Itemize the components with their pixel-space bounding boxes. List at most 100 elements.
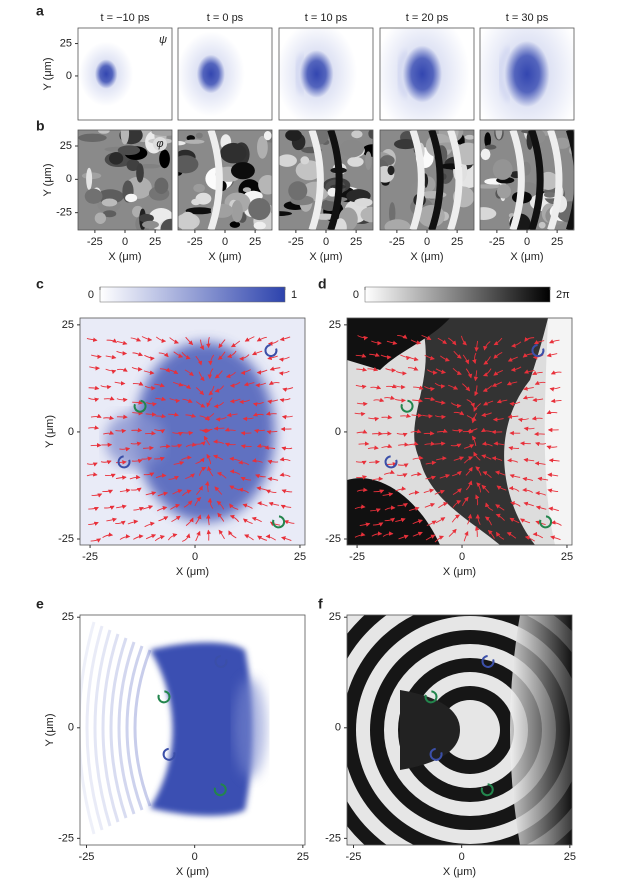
streamline xyxy=(522,395,534,400)
phase-patch xyxy=(368,130,373,139)
streamline xyxy=(460,335,467,346)
streamline xyxy=(194,497,202,507)
streamline xyxy=(103,430,115,435)
phase-patch xyxy=(184,139,205,144)
phase-patch xyxy=(253,221,266,230)
streamline xyxy=(252,401,264,407)
streamline xyxy=(473,403,481,412)
x-axis-label: X (μm) xyxy=(176,566,209,578)
phase-patch xyxy=(109,152,124,165)
streamline xyxy=(240,444,252,449)
density xyxy=(299,50,334,98)
panel-image xyxy=(380,28,474,120)
streamline xyxy=(133,507,144,512)
streamline xyxy=(257,535,268,541)
streamline xyxy=(483,341,491,351)
panel-image xyxy=(80,615,305,845)
psi-symbol: ψ xyxy=(159,34,167,46)
streamline xyxy=(367,445,379,450)
streamline xyxy=(481,484,490,493)
streamline xyxy=(154,535,165,542)
streamline xyxy=(283,520,295,525)
streamline xyxy=(229,469,241,475)
streamline xyxy=(199,339,204,351)
panel-image xyxy=(354,334,562,543)
streamline xyxy=(218,339,226,349)
streamline xyxy=(214,370,223,379)
streamline xyxy=(356,367,368,372)
streamline xyxy=(397,463,409,468)
streamline xyxy=(547,472,559,477)
streamline xyxy=(369,352,380,357)
phase-front xyxy=(528,130,544,230)
streamline xyxy=(465,480,473,491)
x-tick-label: 25 xyxy=(350,236,362,248)
streamline xyxy=(463,456,474,464)
streamline xyxy=(425,460,437,466)
streamline xyxy=(130,441,142,447)
vortex-marker xyxy=(264,344,278,358)
streamline xyxy=(476,482,482,493)
streamline xyxy=(473,370,479,382)
streamline xyxy=(509,401,521,407)
streamline xyxy=(533,340,545,345)
phase-region xyxy=(510,615,572,845)
streamline xyxy=(380,354,392,360)
phase-front xyxy=(509,130,525,230)
streamline xyxy=(143,445,154,451)
streamline xyxy=(409,506,420,512)
vortex-marker xyxy=(162,747,176,761)
phase-patch xyxy=(220,142,247,164)
y-tick-label: 25 xyxy=(60,37,72,49)
streamline xyxy=(507,414,519,419)
streamline xyxy=(242,503,253,509)
streamline xyxy=(185,517,194,526)
streamline xyxy=(496,485,507,491)
streamline xyxy=(452,470,462,477)
streamline xyxy=(256,369,268,375)
y-tick-label: 0 xyxy=(66,70,72,82)
x-tick-label: -25 xyxy=(389,236,405,248)
streamline xyxy=(549,386,561,392)
streamline xyxy=(384,517,396,523)
phase-patch xyxy=(464,134,474,140)
streamline xyxy=(116,397,128,403)
streamline xyxy=(508,485,520,492)
streamline xyxy=(439,473,451,479)
streamline xyxy=(546,352,558,358)
streamline xyxy=(550,398,562,404)
streamline xyxy=(355,384,367,390)
streamline xyxy=(506,381,518,386)
streamline xyxy=(424,354,435,361)
panel-label: f xyxy=(318,596,323,612)
streamline xyxy=(195,530,201,542)
streamline xyxy=(435,400,446,405)
phase-patch xyxy=(484,132,492,148)
x-tick-label: 25 xyxy=(249,236,261,248)
x-tick-label: 0 xyxy=(459,551,465,563)
streamline xyxy=(482,471,492,479)
density xyxy=(94,59,118,89)
vortex-marker xyxy=(384,455,398,469)
streamline xyxy=(239,399,250,405)
streamline xyxy=(548,506,559,512)
symbol-bg xyxy=(153,137,167,151)
streamline xyxy=(385,368,397,373)
x-axis-label: X (μm) xyxy=(208,251,241,263)
panel-frame xyxy=(479,27,575,121)
streamline xyxy=(467,513,473,525)
streamline xyxy=(359,522,371,527)
streamline xyxy=(493,441,505,446)
streamline xyxy=(240,476,251,482)
phase-patch xyxy=(497,184,511,199)
streamline xyxy=(255,382,267,388)
y-tick-label: -25 xyxy=(325,533,341,545)
streamline xyxy=(354,411,366,417)
phase-patch xyxy=(387,165,395,176)
x-tick-label: 0 xyxy=(424,236,430,248)
panel-image xyxy=(86,336,295,543)
streamline xyxy=(524,535,535,542)
colorbar-label: 1 xyxy=(291,289,297,301)
streamline xyxy=(485,502,494,511)
streamline xyxy=(410,339,422,345)
